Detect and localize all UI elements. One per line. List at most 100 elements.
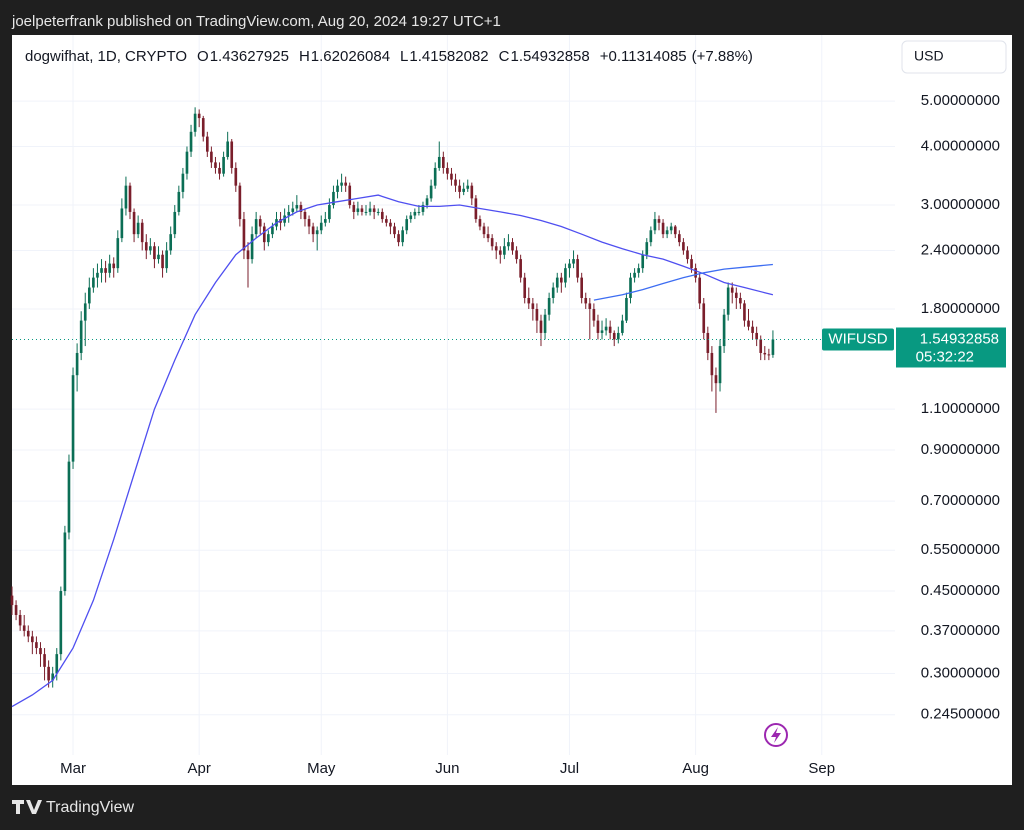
candle-body (657, 219, 661, 223)
candle-body (596, 320, 600, 333)
candle-body (584, 297, 588, 304)
candle-body (555, 277, 559, 288)
candle-body (425, 198, 429, 206)
candle-body (319, 222, 323, 231)
candle-body (539, 320, 543, 333)
candle-body (686, 250, 689, 260)
publish-header: joelpeterfrank published on TradingView.… (11, 13, 501, 30)
candle-body (271, 226, 274, 235)
candle-body (478, 219, 482, 227)
candle-body (767, 354, 771, 356)
candle-body (763, 352, 767, 355)
change: +0.11314085 (600, 48, 687, 65)
candle-body (83, 303, 87, 321)
candle-body (157, 254, 160, 260)
x-tick-label: Jul (560, 760, 579, 777)
candle-body (600, 330, 604, 333)
candle-body (726, 287, 730, 315)
candle-body (385, 219, 388, 223)
candle-body (258, 219, 262, 227)
candle-body (116, 238, 120, 269)
candle-body (360, 208, 364, 212)
candle-body (153, 246, 156, 260)
candle-body (612, 332, 616, 340)
candle-body (234, 167, 238, 186)
currency-box[interactable] (901, 40, 1007, 74)
candle-body (515, 250, 518, 260)
y-tick-label: 1.10000000 (921, 400, 1000, 417)
candle-body (161, 254, 164, 269)
candle-body (564, 268, 567, 283)
candle-body (140, 222, 144, 243)
candle-body (608, 326, 612, 333)
candle-body (604, 326, 608, 331)
candle-body (588, 303, 592, 309)
symbol-description: dogwifhat, 1D, CRYPTO (25, 48, 187, 65)
x-tick-label: Aug (682, 760, 709, 777)
candle-body (511, 242, 514, 251)
candle-body (324, 219, 327, 223)
candle-body (494, 246, 498, 251)
candle-body (356, 208, 360, 212)
moving-average (593, 263, 773, 301)
candle-body (694, 268, 697, 278)
candle-body (669, 226, 673, 231)
candle-body (31, 636, 34, 643)
candle-body (437, 156, 441, 168)
candle-body (560, 277, 563, 283)
symbol-badge (822, 328, 894, 351)
candle-body (722, 314, 726, 347)
candle-body (751, 326, 754, 333)
y-tick-label: 1.80000000 (921, 300, 1000, 317)
candle-body (551, 287, 555, 298)
candle-body (14, 605, 18, 615)
candle-body (291, 208, 295, 212)
candle-body (486, 234, 490, 239)
candle-body (75, 352, 79, 376)
candle-body (673, 226, 677, 235)
candle-body (389, 222, 392, 227)
y-tick-label: 0.37000000 (921, 622, 1000, 639)
candle-body (181, 173, 185, 192)
x-tick-label: May (307, 760, 336, 777)
candle-body (401, 230, 404, 243)
symbol-label: WIFUSD (828, 330, 887, 347)
candle-body (149, 246, 152, 251)
candle-body (466, 185, 470, 189)
candle-body (108, 263, 111, 273)
countdown: 05:32:22 (916, 348, 974, 365)
candle-body (132, 211, 136, 235)
candle-body (405, 219, 409, 231)
candle-body (706, 332, 710, 353)
candle-body (352, 205, 356, 212)
brand: TradingView (46, 799, 134, 816)
candle-body (653, 219, 657, 231)
y-tick-label: 4.00000000 (921, 137, 1000, 154)
candle-body (51, 673, 55, 681)
y-tick-label: 0.24500000 (921, 706, 1000, 723)
candle-body (454, 179, 457, 186)
candle-body (547, 297, 551, 315)
candle-body (682, 242, 685, 251)
candle-body (503, 246, 506, 255)
candle-body (185, 151, 189, 174)
candle-body (169, 234, 173, 251)
candle-body (173, 211, 177, 235)
candle-body (417, 211, 421, 213)
flash-icon[interactable] (764, 723, 788, 747)
candle-body (409, 215, 413, 220)
candle-body (120, 208, 124, 239)
candle-body (641, 254, 645, 269)
ohlc-label: H (299, 48, 310, 65)
candle-body (592, 308, 596, 321)
moving-average (11, 194, 774, 708)
ohlc-value: 1.43627925 (210, 48, 289, 65)
y-tick-label: 0.55000000 (921, 541, 1000, 558)
candle-body (222, 156, 225, 174)
candle-body (743, 303, 746, 321)
candle-body (267, 234, 270, 243)
candle-body (55, 654, 59, 674)
candle-body (210, 151, 213, 163)
candle-body (311, 226, 315, 235)
candle-body (43, 654, 46, 667)
